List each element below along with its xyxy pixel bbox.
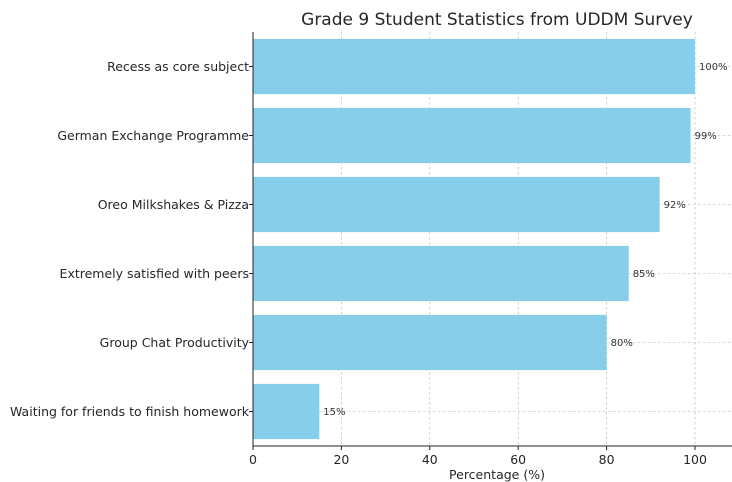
category-label: Oreo Milkshakes & Pizza [98,197,249,212]
category-label: Waiting for friends to finish homework [10,404,250,419]
chart-title: Grade 9 Student Statistics from UDDM Sur… [301,10,693,30]
bar-value-label: 92% [664,200,686,211]
y-axis-labels: Recess as core subject German Exchange Pr… [10,59,253,419]
x-tick-label: 0 [249,452,257,467]
bar [253,383,320,440]
bar-value-label: 100% [699,62,728,73]
bar-value-label: 15% [323,407,345,418]
bar [253,176,660,233]
x-tick-label: 20 [333,452,349,467]
bar [253,107,691,164]
bar [253,38,695,95]
x-tick-label: 100 [683,452,707,467]
bar-value-label: 85% [633,269,655,280]
bars [253,38,695,440]
bar-value-label: 99% [695,131,717,142]
x-tick-label: 60 [510,452,526,467]
category-label: Group Chat Productivity [100,335,250,350]
bar [253,314,607,371]
bar-value-label: 80% [611,338,633,349]
bar [253,245,629,302]
x-axis-title: Percentage (%) [449,467,545,482]
category-label: German Exchange Programme [57,128,249,143]
x-tick-label: 80 [599,452,615,467]
axes-spines [252,32,732,447]
category-label: Extremely satisfied with peers [60,266,249,281]
category-label: Recess as core subject [107,59,249,74]
data-labels: 100% 99% 92% 85% 80% 15% [323,62,727,418]
x-axis-ticks: 0 20 40 60 80 100 [249,446,707,467]
x-tick-label: 40 [422,452,438,467]
